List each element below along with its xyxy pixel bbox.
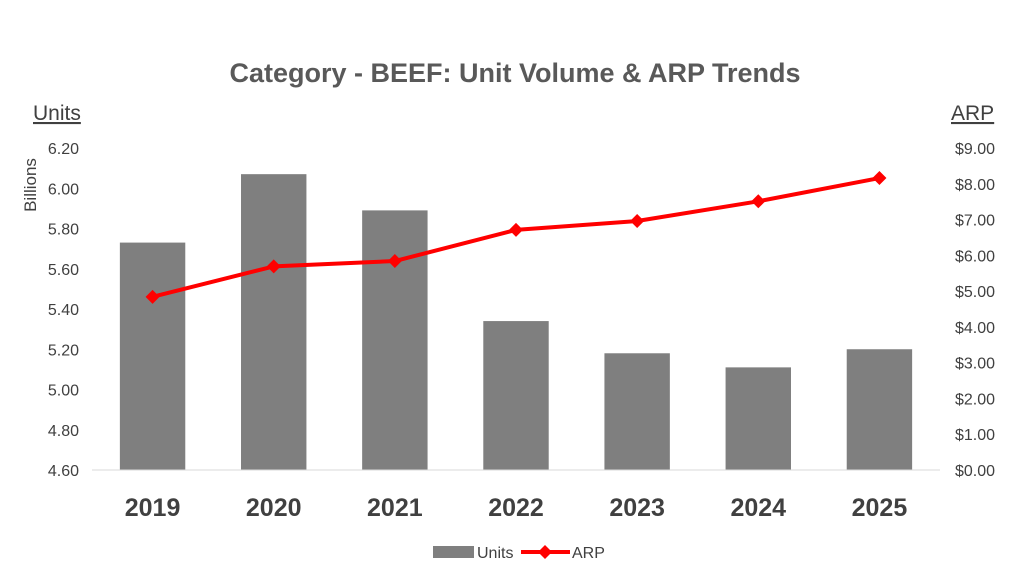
right-tick-label: $9.00 xyxy=(955,141,995,158)
units-bar xyxy=(241,174,307,470)
legend-label-units: Units xyxy=(477,545,513,562)
units-bar xyxy=(725,367,791,470)
left-axis-unit: Billions xyxy=(21,158,40,212)
right-tick-label: $1.00 xyxy=(955,427,995,444)
right-tick-label: $0.00 xyxy=(955,463,995,480)
x-tick-label: 2020 xyxy=(246,494,302,522)
legend-swatch-units xyxy=(433,546,474,558)
legend: Units ARP xyxy=(433,545,605,562)
arp-point xyxy=(509,222,523,237)
arp-point xyxy=(145,289,160,304)
left-axis-ticks: 6.20 6.00 5.80 5.60 5.40 5.20 5.00 4.80 4.60 xyxy=(48,141,79,480)
right-tick-label: $8.00 xyxy=(955,177,995,194)
x-tick-label: 2025 xyxy=(852,494,908,522)
right-tick-label: $6.00 xyxy=(955,248,995,265)
units-bar xyxy=(362,210,428,470)
units-bar xyxy=(846,349,913,470)
arp-point xyxy=(630,213,645,228)
left-tick-label: 6.20 xyxy=(48,141,79,158)
x-tick-label: 2024 xyxy=(730,494,786,522)
right-tick-label: $3.00 xyxy=(955,356,995,373)
right-axis-ticks: $9.00 $8.00 $7.00 $6.00 $5.00 $4.00 $3.00 $2.00… xyxy=(955,141,995,480)
left-tick-label: 5.00 xyxy=(48,383,79,400)
left-tick-label: 5.60 xyxy=(48,262,79,279)
units-bar xyxy=(483,321,549,470)
arp-point xyxy=(387,254,402,269)
left-axis-label: Units xyxy=(33,102,81,125)
chart-title: Category - BEEF: Unit Volume & ARP Trend… xyxy=(229,58,800,88)
arp-line-series xyxy=(145,171,887,304)
units-bar xyxy=(119,242,186,470)
x-tick-label: 2022 xyxy=(488,494,544,522)
units-bars xyxy=(119,174,913,470)
right-tick-label: $2.00 xyxy=(955,391,995,408)
x-tick-label: 2019 xyxy=(125,494,181,522)
right-tick-label: $7.00 xyxy=(955,213,995,230)
arp-point xyxy=(751,194,766,209)
left-tick-label: 4.80 xyxy=(48,423,79,440)
right-tick-label: $5.00 xyxy=(955,284,995,301)
x-tick-label: 2023 xyxy=(609,494,665,522)
left-tick-label: 5.80 xyxy=(48,222,79,239)
legend-marker-arp xyxy=(538,545,552,559)
units-bar xyxy=(604,353,670,470)
right-axis-label: ARP xyxy=(951,102,994,125)
left-tick-label: 6.00 xyxy=(48,181,79,198)
x-tick-label: 2021 xyxy=(367,494,423,522)
left-tick-label: 5.20 xyxy=(48,342,79,359)
arp-point xyxy=(266,259,281,274)
left-tick-label: 5.40 xyxy=(48,302,79,319)
left-tick-label: 4.60 xyxy=(48,463,79,480)
right-tick-label: $4.00 xyxy=(955,320,995,337)
legend-label-arp: ARP xyxy=(572,545,605,562)
x-axis-ticks: 2019 2020 2021 2022 2023 2024 2025 xyxy=(125,494,908,522)
arp-point xyxy=(872,171,887,186)
